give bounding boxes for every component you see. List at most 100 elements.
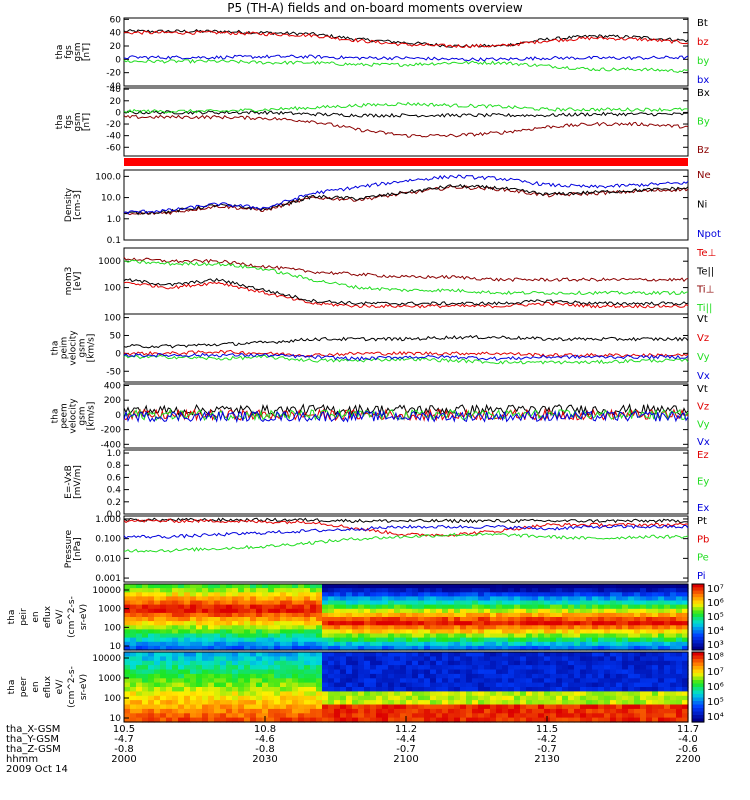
spectrogram-cell [628, 637, 635, 643]
spectrogram-cell [190, 621, 197, 626]
spectrogram-cell [232, 608, 239, 614]
spectrogram-cell [592, 678, 599, 684]
spectrogram-cell [658, 600, 665, 606]
spectrogram-cell [382, 717, 389, 723]
spectrogram-cell [298, 678, 305, 684]
spectrogram-cell [388, 687, 395, 692]
spectrogram-cell [532, 600, 539, 606]
y-axis-label: eV/ [55, 679, 65, 695]
spectrogram-cell [322, 673, 329, 679]
spectrogram-cell [580, 717, 587, 723]
spectrogram-cell [268, 704, 275, 710]
spectrogram-cell [586, 592, 593, 597]
spectrogram-cell [442, 660, 449, 666]
spectrogram-cell [250, 717, 257, 723]
spectrogram-cell [424, 596, 431, 602]
colorbar-label: 10³ [707, 640, 724, 651]
spectrogram-cell [652, 673, 659, 679]
spectrogram-cell [526, 612, 533, 618]
spectrogram-cell [490, 592, 497, 597]
spectrogram-cell [130, 629, 137, 635]
spectrogram-cell [316, 691, 323, 697]
spectrogram-frame [123, 583, 689, 651]
spectrogram-cell [550, 592, 557, 597]
spectrogram-cell [664, 596, 671, 602]
spectrogram-cell [160, 645, 167, 651]
spectrogram-cell [430, 584, 437, 589]
spectrogram-cell [376, 700, 383, 706]
spectrogram-cell [184, 645, 191, 651]
spectrogram-cell [208, 682, 215, 688]
spectrogram-cell [256, 687, 263, 692]
spectrogram-cell [136, 704, 143, 710]
spectrogram-cell [574, 588, 581, 593]
spectrogram-cell [280, 588, 287, 593]
spectrogram-cell [424, 592, 431, 597]
spectrogram-cell [460, 678, 467, 684]
spectrogram-cell [376, 633, 383, 639]
spectrogram-cell [598, 678, 605, 684]
spectrogram-cell [418, 669, 425, 675]
colorbar-segment [692, 715, 704, 720]
y-tick-label: -20 [106, 120, 121, 130]
spectrogram-cell [268, 596, 275, 602]
spectrogram-cell [226, 600, 233, 606]
spectrogram-cell [454, 608, 461, 614]
spectrogram-cell [472, 633, 479, 639]
spectrogram-cell [298, 625, 305, 630]
spectrogram-cell [154, 625, 161, 630]
spectrogram-cell [430, 621, 437, 626]
legend-entry: Vy [697, 419, 710, 430]
spectrogram-cell [310, 700, 317, 706]
spectrogram-cell [532, 700, 539, 706]
spectrogram-cell [394, 612, 401, 618]
spectrogram-cell [184, 687, 191, 692]
spectrogram-cell [286, 625, 293, 630]
spectrogram-cell [604, 682, 611, 688]
spectrogram-cell [412, 612, 419, 618]
spectrogram-cell [628, 633, 635, 639]
spectrogram-cell [250, 652, 257, 657]
spectrogram-cell [412, 682, 419, 688]
spectrogram-cell [388, 669, 395, 675]
spectrogram-cell [322, 708, 329, 714]
spectrogram-cell [178, 669, 185, 675]
spectrogram-cell [430, 641, 437, 647]
spectrogram-cell [130, 637, 137, 643]
spectrogram-cell [286, 604, 293, 610]
spectrogram-cell [352, 704, 359, 710]
spectrogram-cell [178, 665, 185, 671]
spectrogram-cell [136, 608, 143, 614]
spectrogram-cell [532, 682, 539, 688]
spectrogram-cell [592, 695, 599, 701]
colorbar-segment [692, 711, 704, 716]
spectrogram-cell [454, 708, 461, 714]
spectrogram-cell [424, 691, 431, 697]
spectrogram-cell [376, 637, 383, 643]
spectrogram-cell [568, 700, 575, 706]
spectrogram-cell [574, 600, 581, 606]
x-tick-label: -0.8 [114, 744, 134, 755]
spectrogram-cell [226, 584, 233, 589]
spectrogram-cell [586, 669, 593, 675]
spectrogram-cell [208, 625, 215, 630]
spectrogram-cell [166, 637, 173, 643]
spectrogram-cell [262, 669, 269, 675]
spectrogram-cell [478, 633, 485, 639]
spectrogram-cell [460, 617, 467, 622]
spectrogram-cell [532, 691, 539, 697]
spectrogram-cell [418, 600, 425, 606]
spectrogram-cell [496, 584, 503, 589]
spectrogram-cell [226, 708, 233, 714]
spectrogram-cell [250, 669, 257, 675]
spectrogram-cell [250, 673, 257, 679]
spectrogram-cell [424, 621, 431, 626]
spectrogram-cell [178, 612, 185, 618]
spectrogram-cell [166, 592, 173, 597]
spectrogram-cell [442, 656, 449, 662]
spectrogram-cell [484, 682, 491, 688]
spectrogram-cell [184, 629, 191, 635]
spectrogram-cell [220, 588, 227, 593]
spectrogram-cell [598, 687, 605, 692]
spectrogram-cell [634, 592, 641, 597]
